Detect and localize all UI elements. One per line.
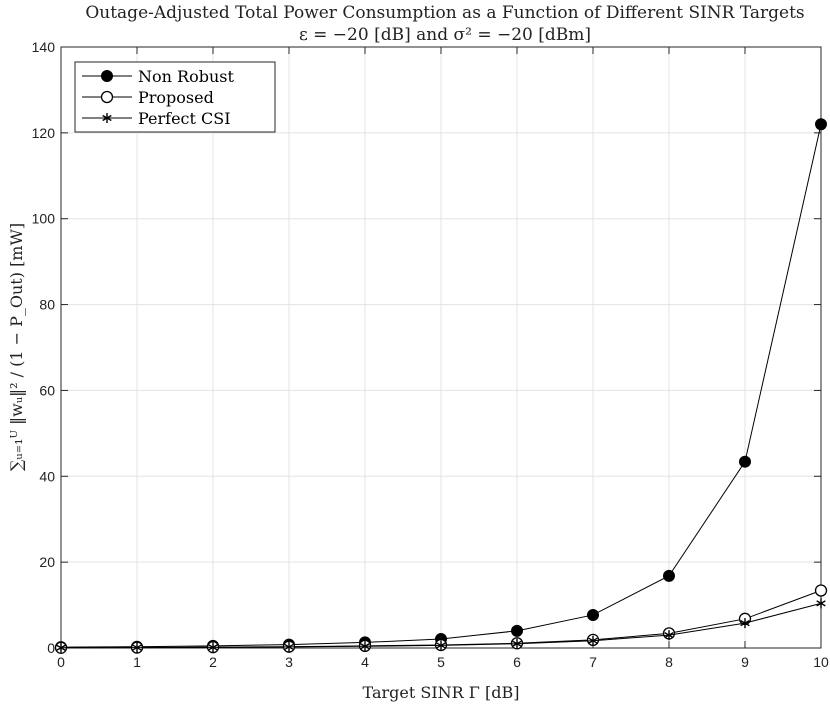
data-point [740, 618, 750, 629]
x-tick-label: 5 [437, 654, 445, 670]
data-point [284, 641, 294, 652]
legend-label: Non Robust [138, 67, 234, 86]
data-point [664, 630, 674, 641]
y-tick-label: 100 [32, 211, 56, 227]
data-point [814, 584, 828, 597]
data-point [739, 455, 751, 468]
y-tick-label: 140 [32, 39, 56, 55]
data-point [815, 118, 827, 131]
legend-marker [102, 113, 112, 123]
x-tick-label: 8 [665, 654, 673, 670]
x-tick-label: 10 [813, 654, 829, 670]
legend-marker [101, 70, 113, 82]
x-tick-label: 9 [741, 654, 749, 670]
legend-entry-1: Proposed [82, 88, 214, 107]
y-tick-label: 80 [39, 297, 55, 313]
legend-label: Perfect CSI [138, 109, 231, 128]
chart-title: Outage-Adjusted Total Power Consumption … [85, 3, 804, 23]
x-tick-label: 1 [133, 654, 141, 670]
data-point [588, 635, 598, 646]
data-point [132, 642, 142, 653]
data-point [360, 641, 370, 652]
series-layer [54, 118, 828, 654]
data-point [56, 642, 66, 653]
legend-marker [100, 90, 114, 104]
legend-entry-0: Non Robust [82, 67, 234, 86]
data-point [663, 569, 675, 582]
x-tick-label: 3 [285, 654, 293, 670]
y-tick-label: 120 [32, 125, 56, 141]
data-point [512, 638, 522, 649]
legend: Non Robust Proposed Perfect CSI [74, 61, 276, 133]
data-point [511, 624, 523, 637]
series-2 [56, 598, 826, 653]
y-axis-label: ∑ᵤ₌₁ᵁ ‖wᵤ‖² / (1 − P_Out) [mW] [7, 223, 26, 471]
legend-label: Proposed [138, 88, 214, 107]
x-tick-label: 7 [589, 654, 597, 670]
y-tick-label: 20 [39, 554, 55, 570]
data-point [208, 642, 218, 653]
data-point [436, 640, 446, 651]
grid-lines [60, 46, 822, 649]
x-tick-label: 4 [361, 654, 369, 670]
x-tick-label: 2 [209, 654, 217, 670]
data-point [587, 608, 599, 621]
data-point [816, 598, 826, 609]
y-tick-label: 60 [39, 382, 55, 398]
chart-subtitle: ε = −20 [dB] and σ² = −20 [dBm] [299, 25, 591, 45]
y-tick-label: 0 [47, 640, 55, 656]
x-tick-label: 6 [513, 654, 521, 670]
legend-entry-2: Perfect CSI [82, 109, 231, 128]
x-axis-label: Target SINR Γ [dB] [363, 683, 520, 702]
y-tick-label: 40 [39, 468, 55, 484]
x-tick-label: 0 [57, 654, 65, 670]
